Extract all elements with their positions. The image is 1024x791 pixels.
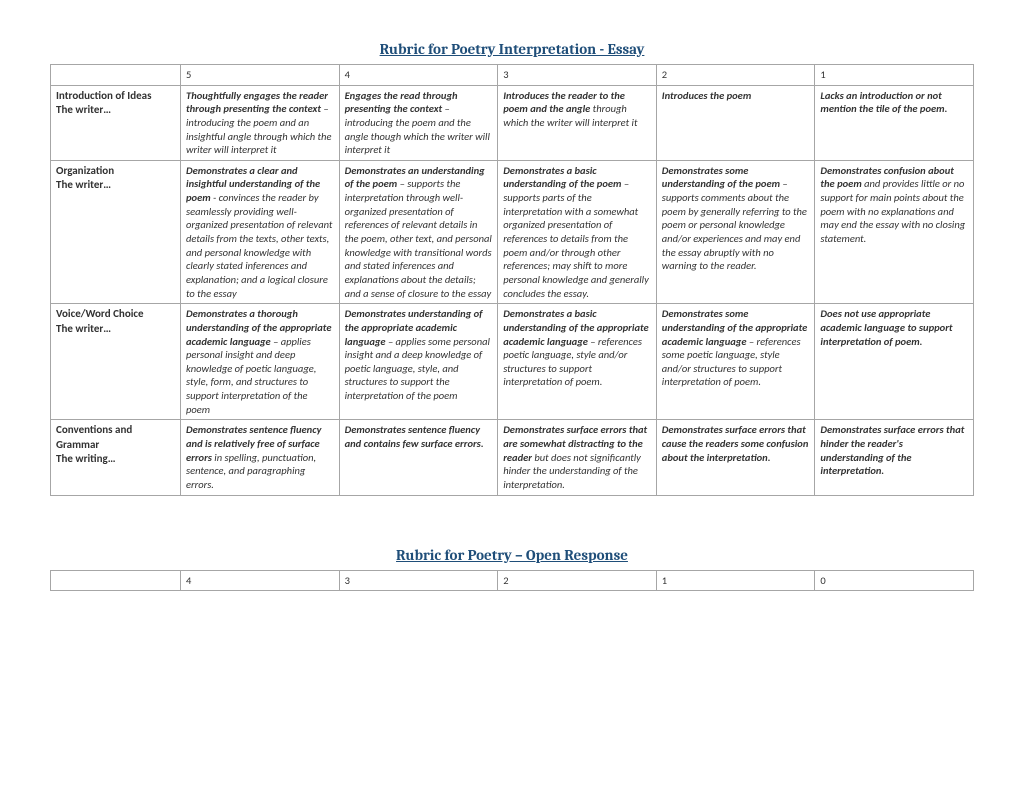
cell-score-4: Demonstrates an understanding of the poe… (339, 160, 498, 303)
cell-score-3: Demonstrates a basic understanding of th… (498, 160, 657, 303)
cell-score-2: Demonstrates some understanding of the p… (656, 160, 815, 303)
table-row: OrganizationThe writer…Demonstrates a cl… (51, 160, 974, 303)
category-subject: The writer… (56, 322, 111, 335)
category-subject: The writer… (56, 178, 111, 191)
cell-score-5: Thoughtfully engages the reader through … (181, 85, 340, 160)
cell-score-1: Demonstrates surface errors that hinder … (815, 420, 974, 495)
cell-score-1: Demonstrates confusion about the poem an… (815, 160, 974, 303)
header-score: 0 (815, 570, 974, 591)
cell-rest: – supports comments about the poem by ge… (662, 177, 807, 272)
cell-rest: – supports parts of the interpretation w… (503, 177, 649, 299)
row-category: Introduction of IdeasThe writer… (51, 85, 181, 160)
cell-score-4: Demonstrates sentence fluency and contai… (339, 420, 498, 495)
cell-score-2: Demonstrates surface errors that cause t… (656, 420, 815, 495)
cell-lead: Thoughtfully engages the reader through … (186, 89, 328, 116)
header-score: 2 (656, 65, 815, 86)
header-score: 2 (498, 570, 657, 591)
table-row: Conventions and Grammar The writing… Demon… (51, 420, 974, 495)
rubric-title-1: Rubric for Poetry Interpretation - Essay (50, 40, 974, 58)
cell-score-2: Introduces the poem (656, 85, 815, 160)
cell-rest: - convinces the reader by seamlessly pro… (186, 191, 332, 299)
table-header-row: 5 4 3 2 1 (51, 65, 974, 86)
table-row: Introduction of IdeasThe writer…Thoughtf… (51, 85, 974, 160)
cell-lead: Engages the read through presenting the … (345, 89, 458, 116)
cell-score-5: Demonstrates sentence fluency and is rel… (181, 420, 340, 495)
cell-lead: Demonstrates sentence fluency and contai… (345, 423, 484, 450)
cell-lead: Demonstrates some understanding of the p… (662, 164, 780, 191)
cell-score-1: Does not use appropriate academic langua… (815, 304, 974, 420)
category-title: Voice/Word Choice (56, 307, 144, 320)
cell-lead: Lacks an introduction or not mention the… (820, 89, 947, 116)
rubric-table-open-response: 4 3 2 1 0 (50, 570, 974, 592)
cell-score-5: Demonstrates a clear and insightful unde… (181, 160, 340, 303)
cell-lead: Does not use appropriate academic langua… (820, 307, 952, 347)
cell-lead: Demonstrates surface errors that cause t… (662, 423, 809, 463)
category-title: Organization (56, 164, 114, 177)
cell-score-4: Engages the read through presenting the … (339, 85, 498, 160)
row-category: Voice/Word Choice The writer… (51, 304, 181, 420)
cell-score-3: Demonstrates a basic understanding of th… (498, 304, 657, 420)
rubric-title-2: Rubric for Poetry – Open Response (50, 546, 974, 564)
category-subject: The writer… (56, 103, 111, 116)
header-blank (51, 570, 181, 591)
cell-score-5: Demonstrates a thorough understanding of… (181, 304, 340, 420)
header-score: 1 (815, 65, 974, 86)
table-row: Voice/Word Choice The writer… Demonstrates… (51, 304, 974, 420)
cell-lead: Demonstrates a basic understanding of th… (503, 164, 621, 191)
row-category: OrganizationThe writer… (51, 160, 181, 303)
category-subject: The writing… (56, 452, 116, 465)
header-score: 4 (181, 570, 340, 591)
cell-score-2: Demonstrates some understanding of the a… (656, 304, 815, 420)
cell-score-4: Demonstrates understanding of the approp… (339, 304, 498, 420)
cell-lead: Introduces the poem (662, 89, 752, 102)
header-score: 3 (498, 65, 657, 86)
header-blank (51, 65, 181, 86)
cell-score-1: Lacks an introduction or not mention the… (815, 85, 974, 160)
row-category: Conventions and Grammar The writing… (51, 420, 181, 495)
cell-score-3: Demonstrates surface errors that are som… (498, 420, 657, 495)
header-score: 3 (339, 570, 498, 591)
header-score: 5 (181, 65, 340, 86)
cell-lead: Demonstrates surface errors that hinder … (820, 423, 964, 477)
table-header-row: 4 3 2 1 0 (51, 570, 974, 591)
rubric-table-essay: 5 4 3 2 1 Introduction of IdeasThe write… (50, 64, 974, 496)
cell-score-3: Introduces the reader to the poem and th… (498, 85, 657, 160)
header-score: 1 (656, 570, 815, 591)
category-title: Introduction of Ideas (56, 89, 151, 102)
cell-rest: – supports the interpretation through we… (345, 177, 492, 299)
header-score: 4 (339, 65, 498, 86)
category-title: Conventions and Grammar (56, 423, 132, 450)
